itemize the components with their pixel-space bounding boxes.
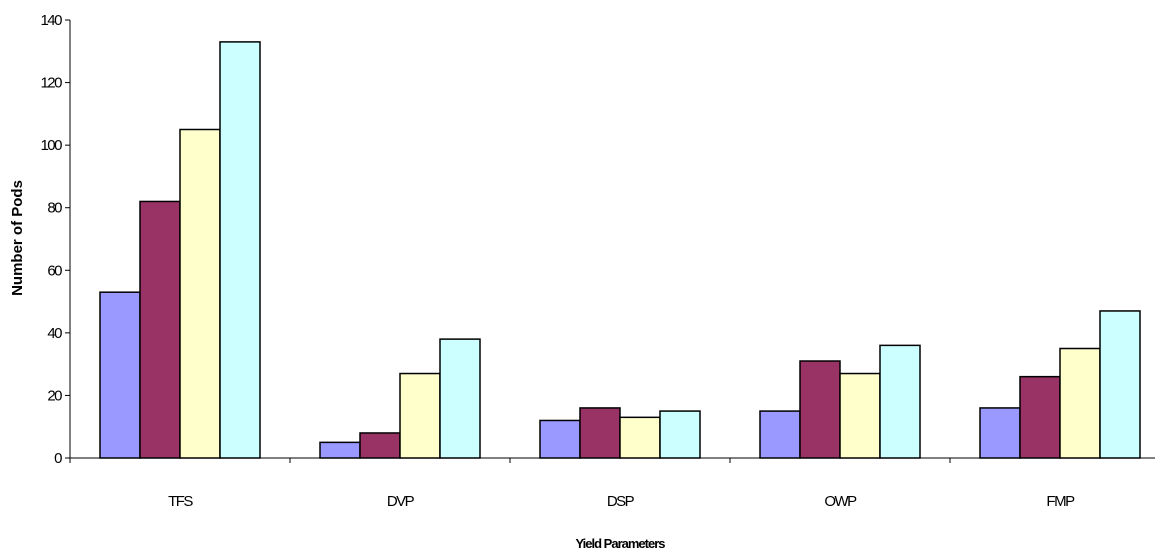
bar-dsp-series-1 xyxy=(539,419,581,459)
bar-fmp-series-2 xyxy=(1019,375,1061,459)
bar-dvp-series-1 xyxy=(319,441,361,459)
y-tick-label-100: 100 xyxy=(40,137,62,154)
y-tick-label-80: 80 xyxy=(47,200,62,217)
bar-tfs-series-1 xyxy=(99,291,141,459)
bar-fmp-series-3 xyxy=(1059,347,1101,459)
x-tick-label-fmp: FMP xyxy=(1046,493,1075,510)
bar-dsp-series-2 xyxy=(579,407,621,459)
x-tick-label-dsp: DSP xyxy=(607,493,635,510)
x-tick-label-owp: OWP xyxy=(824,493,857,510)
y-tick-label-140: 140 xyxy=(40,12,62,29)
x-tick-label-tfs: TFS xyxy=(168,493,193,510)
bar-owp-series-2 xyxy=(799,360,841,459)
bar-tfs-series-3 xyxy=(179,128,221,459)
bar-owp-series-4 xyxy=(879,344,921,459)
bar-fmp-series-4 xyxy=(1099,310,1141,459)
bar-tfs-series-4 xyxy=(219,41,261,459)
y-tick-label-40: 40 xyxy=(47,325,62,342)
labels-group: 0 20 40 60 80 100 120 140 TFS DVP DSP OWP FMP xyxy=(40,12,1076,510)
bar-dvp-series-2 xyxy=(359,432,401,459)
x-axis-title: Yield Parameters xyxy=(575,536,665,551)
bar-fmp-series-1 xyxy=(979,407,1021,459)
bar-owp-series-1 xyxy=(759,410,801,459)
y-tick-label-60: 60 xyxy=(47,262,62,279)
x-tick-label-dvp: DVP xyxy=(387,493,415,510)
bar-tfs-series-2 xyxy=(139,200,181,459)
y-tick-label-0: 0 xyxy=(54,450,62,467)
bar-dvp-series-4 xyxy=(439,338,481,459)
bar-owp-series-3 xyxy=(839,372,881,459)
y-tick-label-120: 120 xyxy=(40,75,62,92)
bar-dsp-series-4 xyxy=(659,410,701,459)
bars-group xyxy=(99,41,1141,459)
y-tick-label-20: 20 xyxy=(47,387,62,404)
axes-group xyxy=(65,19,1155,463)
bar-dvp-series-3 xyxy=(399,372,441,459)
y-axis-title: Number of Pods xyxy=(9,180,26,296)
bar-dsp-series-3 xyxy=(619,416,661,459)
